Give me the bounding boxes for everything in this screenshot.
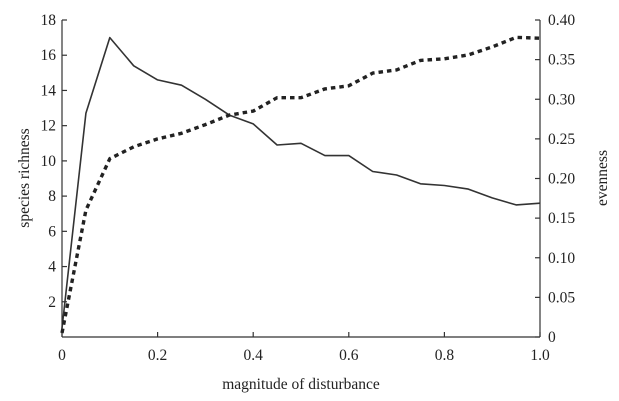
axes bbox=[61, 20, 541, 338]
y-tick-label-right: 0.35 bbox=[548, 52, 575, 69]
y-axis-right-title: evenness bbox=[594, 150, 611, 206]
x-tick-label: 0.2 bbox=[148, 347, 167, 364]
tick-labels: 0 0.2 0.4 0.6 0.8 1.0 2 4 6 8 10 12 14 16 18 0 0.05 0.10 0… bbox=[41, 12, 576, 364]
x-tick-label: 0.6 bbox=[339, 347, 359, 364]
y-tick-label-right: 0.10 bbox=[548, 250, 575, 267]
x-tick-label: 0.8 bbox=[435, 347, 455, 364]
species-richness-line bbox=[61, 36, 541, 329]
y-tick-label-right: 0 bbox=[548, 329, 556, 346]
y-tick-label-right: 0.40 bbox=[548, 12, 575, 29]
y-tick-label-left: 8 bbox=[48, 188, 56, 205]
y-tick-label-right: 0.30 bbox=[548, 91, 575, 108]
series bbox=[60, 35, 541, 334]
y-tick-label-left: 10 bbox=[41, 153, 57, 170]
y-tick-label-left: 14 bbox=[41, 82, 57, 99]
y-tick-label-left: 18 bbox=[41, 12, 57, 29]
y-tick-label-left: 12 bbox=[41, 118, 57, 135]
y-tick-label-right: 0.25 bbox=[548, 131, 575, 148]
y-tick-label-right: 0.05 bbox=[548, 289, 575, 306]
x-tick-label: 1.0 bbox=[530, 347, 550, 364]
y-axis-left-title: species richness bbox=[16, 128, 33, 227]
x-tick-label: 0 bbox=[58, 347, 66, 364]
y-tick-label-right: 0.15 bbox=[548, 210, 575, 227]
x-axis-title: magnitude of disturbance bbox=[222, 376, 380, 393]
y-tick-label-left: 16 bbox=[41, 47, 57, 64]
y-tick-label-right: 0.20 bbox=[548, 171, 575, 188]
evenness-line bbox=[60, 35, 541, 334]
y-tick-label-left: 4 bbox=[48, 259, 56, 276]
ticks bbox=[61, 19, 541, 338]
y-tick-label-left: 2 bbox=[48, 294, 56, 311]
y-tick-label-left: 6 bbox=[48, 223, 56, 240]
x-tick-label: 0.4 bbox=[244, 347, 264, 364]
